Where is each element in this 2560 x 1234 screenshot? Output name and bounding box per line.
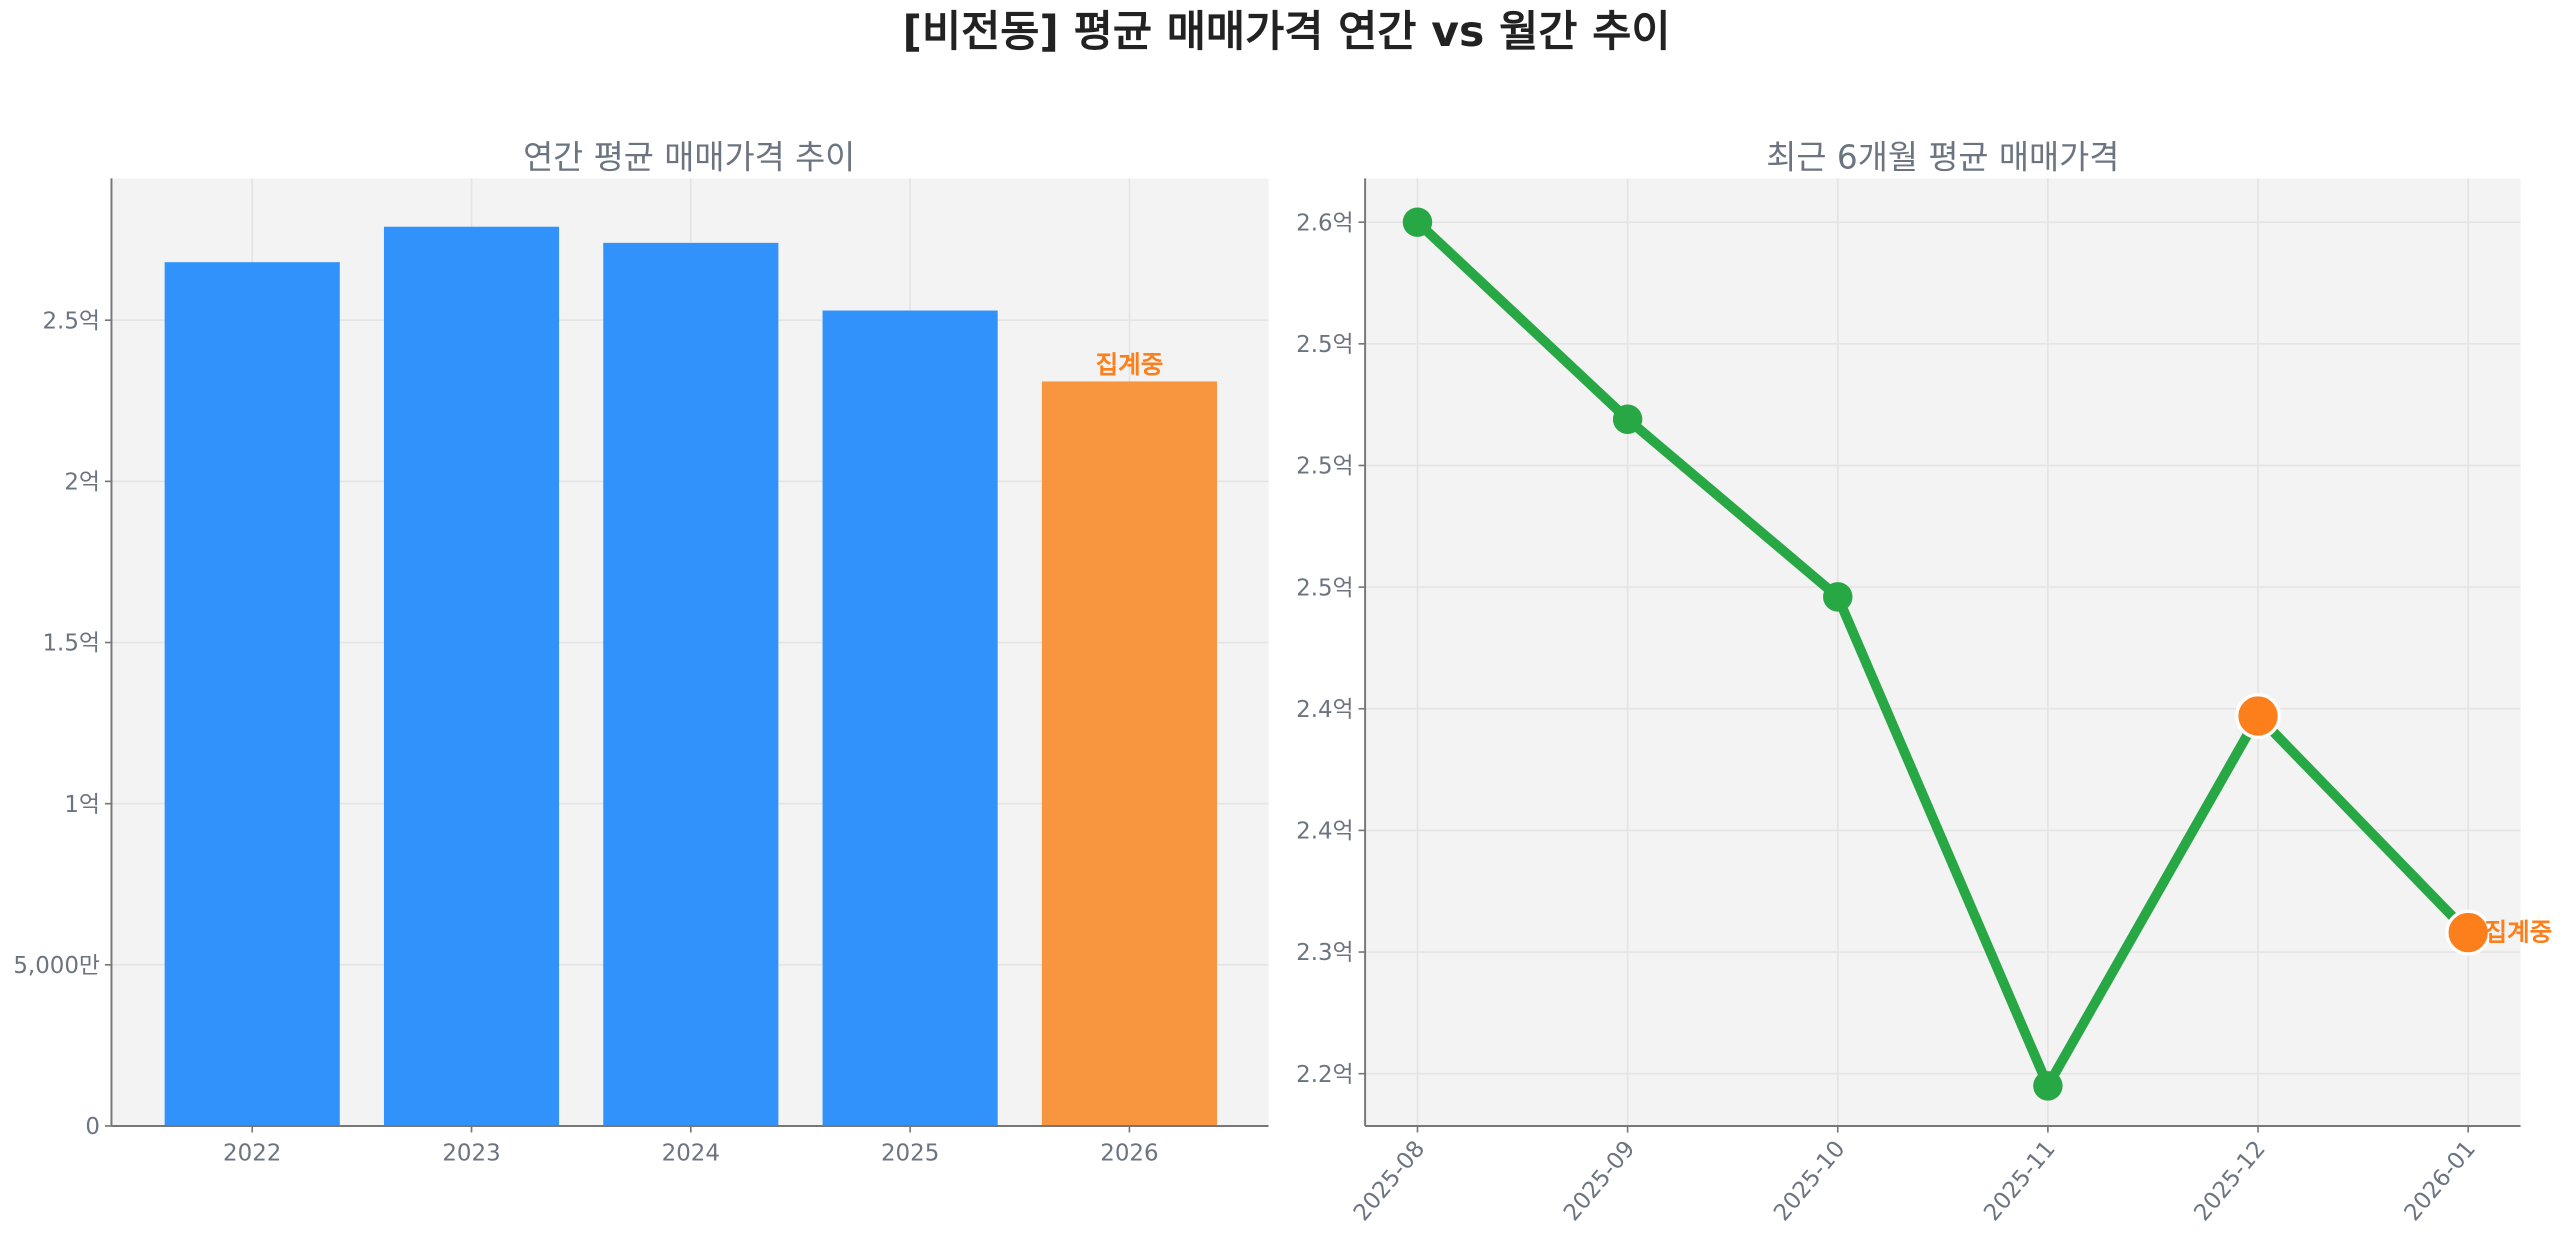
x-tick-label: 2022: [223, 1140, 281, 1166]
x-tick-label: 2025-11: [1979, 1136, 2060, 1226]
y-tick-label: 2.4억: [1296, 697, 1354, 723]
bar-chart-title: 연간 평균 매매가격 추이: [523, 139, 855, 177]
bar-2026: [1041, 381, 1217, 1126]
x-tick-label: 2025-12: [2189, 1136, 2270, 1226]
bar-2022: [164, 262, 340, 1126]
y-tick-label: 0: [85, 1114, 100, 1140]
point-2025-08: [1402, 207, 1433, 237]
y-tick-label: 2억: [64, 470, 100, 496]
line-chart-title: 최근 6개월 평균 매매가격: [1766, 139, 2119, 177]
y-tick-label: 2.5억: [1296, 454, 1354, 480]
partial-annotation: 집계중: [1096, 350, 1164, 379]
price-line: [1414, 218, 2472, 1091]
y-tick-label: 2.4억: [1296, 819, 1354, 845]
point-2026-01: [2445, 909, 2492, 956]
y-tick-label: 5,000만: [13, 953, 100, 979]
bar-chart: 0 5,000만 1억 1.5억 2억 2.5억 2022 2023 2024 2025 2026 집…: [13, 178, 1269, 1166]
point-2025-10: [1823, 582, 1853, 612]
y-tick-label: 1억: [64, 792, 100, 818]
bar-2024: [603, 242, 779, 1126]
bar-2025: [822, 310, 998, 1126]
figure-title: [비전동] 평균 매매가격 연간 vs 월간 추이: [903, 8, 1671, 57]
x-tick-label: 2026: [1100, 1140, 1158, 1166]
x-tick-label: 2025-10: [1769, 1136, 1850, 1226]
x-tick-label: 2024: [662, 1140, 720, 1166]
y-tick-label: 2.6억: [1296, 210, 1354, 236]
y-tick-label: 2.3억: [1296, 940, 1354, 966]
point-2025-12: [2235, 693, 2281, 739]
x-tick-label: 2025-09: [1559, 1136, 1640, 1226]
point-2025-09: [1612, 404, 1643, 434]
y-tick-label: 2.5억: [1296, 575, 1354, 601]
y-tick-label: 2.5억: [1296, 332, 1354, 358]
point-2025-11: [2033, 1071, 2063, 1101]
line-chart: 2.6억 2.5억 2.5억 2.5억 2.4억 2.4억 2.3억 2.2억 2025-08 2…: [1296, 178, 2552, 1226]
x-tick-label: 2026-01: [2400, 1136, 2481, 1226]
x-tick-label: 2025-08: [1349, 1136, 1430, 1226]
x-tick-label: 2025: [881, 1140, 939, 1166]
plot-area: [1365, 178, 2521, 1126]
y-tick-label: 1.5억: [42, 631, 100, 657]
y-tick-label: 2.2억: [1296, 1062, 1354, 1088]
x-tick-label: 2023: [442, 1140, 500, 1166]
bar-2023: [383, 226, 560, 1126]
y-tick-label: 2.5억: [42, 308, 100, 334]
partial-annotation: 집계중: [2485, 918, 2553, 947]
